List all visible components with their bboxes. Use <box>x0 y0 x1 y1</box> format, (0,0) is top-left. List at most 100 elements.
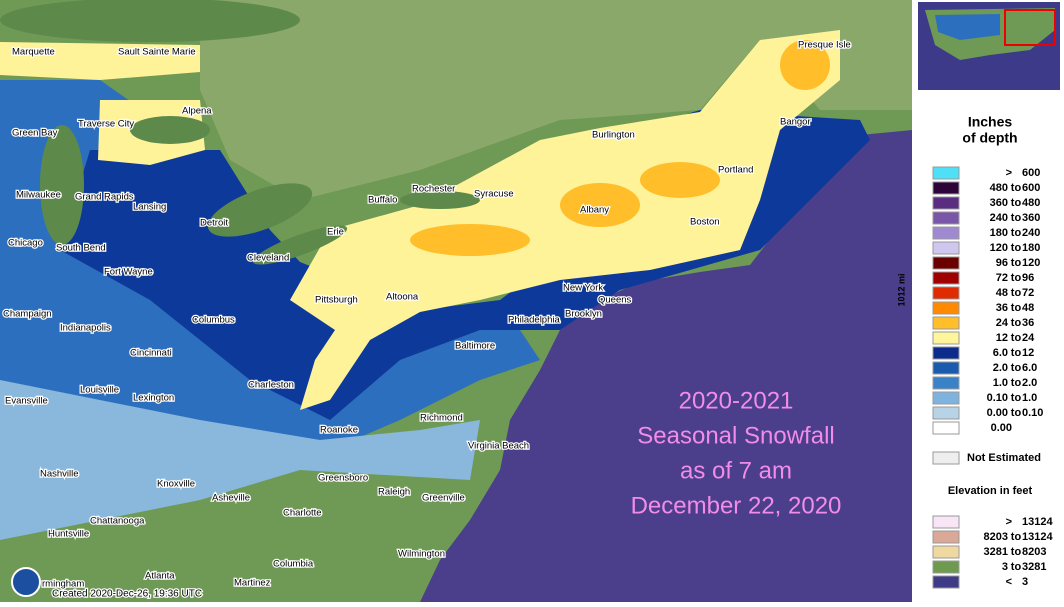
title-line: as of 7 am <box>680 457 792 484</box>
legend-to: to <box>1011 332 1022 344</box>
legend-swatch <box>932 421 960 435</box>
legend-high: 96 <box>1022 272 1034 284</box>
city-label: Knoxville <box>157 479 195 490</box>
legend-swatch <box>932 406 960 420</box>
legend-low: 12 <box>996 332 1008 344</box>
legend-low: 480 <box>990 182 1008 194</box>
title-line: December 22, 2020 <box>631 492 842 519</box>
city-label: Indianapolis <box>60 323 111 334</box>
legend-high: 6.0 <box>1022 362 1037 374</box>
legend-low: 180 <box>990 227 1008 239</box>
city-label: Baltimore <box>455 341 495 352</box>
city-label: Marquette <box>12 47 55 58</box>
city-label: Buffalo <box>368 195 397 206</box>
legend-to: to <box>1011 407 1022 419</box>
legend-low: > <box>1006 516 1012 528</box>
city-label: Sault Sainte Marie <box>118 47 196 58</box>
legend-to: to <box>1011 362 1022 374</box>
legend-to: to <box>1011 531 1022 543</box>
city-label: Wilmington <box>398 549 445 560</box>
legend-low: 72 <box>996 272 1008 284</box>
city-label: Asheville <box>212 493 250 504</box>
legend-to: to <box>1011 392 1022 404</box>
city-label: Altoona <box>386 292 419 303</box>
legend-swatch <box>932 331 960 345</box>
legend-low: 96 <box>996 257 1008 269</box>
city-label: Nashville <box>40 469 79 480</box>
city-label: Roanoke <box>320 425 358 436</box>
city-labels: Marquette Sault Sainte Marie Presque Isle A… <box>2 38 852 601</box>
city-label: Columbia <box>273 559 314 570</box>
legend-high: 600 <box>1022 182 1040 194</box>
city-label: Chicago <box>8 238 43 249</box>
city-label: Portland <box>718 165 753 176</box>
city-label: Alpena <box>182 106 212 117</box>
legend-low: 0.00 <box>991 422 1012 434</box>
legend-low: 240 <box>990 212 1008 224</box>
city-label: Queens <box>598 295 632 306</box>
city-label: Evansville <box>5 396 48 407</box>
inset-map <box>918 2 1060 90</box>
legend-high: 36 <box>1022 317 1034 329</box>
city-label: South Bend <box>56 243 106 254</box>
city-label: Philadelphia <box>508 315 560 326</box>
legend-high: 13124 <box>1022 531 1053 543</box>
legend-high: 13124 <box>1022 516 1053 528</box>
city-label: Erie <box>327 227 344 238</box>
city-label: Lansing <box>133 202 166 213</box>
legend-low: 120 <box>990 242 1008 254</box>
legend-to: to <box>1011 561 1022 573</box>
legend-high: 8203 <box>1022 546 1046 558</box>
legend-swatch <box>932 241 960 255</box>
city-label: Raleigh <box>378 487 410 498</box>
legend-to: to <box>1011 182 1022 194</box>
legend-swatch <box>932 256 960 270</box>
city-label: Chattanooga <box>90 516 145 527</box>
legend-swatch <box>932 196 960 210</box>
legend-to: to <box>1011 257 1022 269</box>
legend-high: 240 <box>1022 227 1040 239</box>
legend-swatch <box>932 286 960 300</box>
legend-high: 480 <box>1022 197 1040 209</box>
city-label: Milwaukee <box>16 190 61 201</box>
city-label: Cincinnati <box>130 348 172 359</box>
city-label: rmingham <box>42 579 84 590</box>
legend-low: < <box>1006 576 1012 588</box>
city-label: Traverse City <box>78 119 134 130</box>
legend-to: to <box>1011 212 1022 224</box>
scale-label: 1012 mi <box>896 273 906 306</box>
legend-low: 1.0 <box>993 377 1008 389</box>
legend-swatch <box>932 316 960 330</box>
legend-low: > <box>1006 167 1012 179</box>
legend-low: 3281 <box>984 546 1008 558</box>
legend-swatch <box>932 515 960 529</box>
city-label: Presque Isle <box>798 40 851 51</box>
legend-to: to <box>1011 317 1022 329</box>
legend-title: Elevation in feet <box>948 485 1033 497</box>
city-label: Greensboro <box>318 473 368 484</box>
map <box>0 0 912 602</box>
legend-to: to <box>1011 227 1022 239</box>
legend-swatch <box>932 530 960 544</box>
city-label: Richmond <box>420 413 463 424</box>
city-label: Martinez <box>234 578 271 589</box>
legend-low: 8203 <box>984 531 1008 543</box>
legend-swatch <box>932 226 960 240</box>
city-label: Pittsburgh <box>315 295 358 306</box>
legend-swatch <box>932 545 960 559</box>
city-label: Green Bay <box>12 128 58 139</box>
legend-high: 180 <box>1022 242 1040 254</box>
city-label: Burlington <box>592 130 635 141</box>
legend-high: 72 <box>1022 287 1034 299</box>
legend-swatch <box>932 391 960 405</box>
legend-swatch <box>932 346 960 360</box>
legend-to: to <box>1011 287 1022 299</box>
city-label: Virginia Beach <box>468 441 529 452</box>
legend-to: to <box>1011 242 1022 254</box>
legend-to: to <box>1011 377 1022 389</box>
legend-high: 24 <box>1022 332 1035 344</box>
legend-high: 12 <box>1022 347 1034 359</box>
created-note: Created 2020-Dec-26, 19:36 UTC <box>52 589 202 600</box>
